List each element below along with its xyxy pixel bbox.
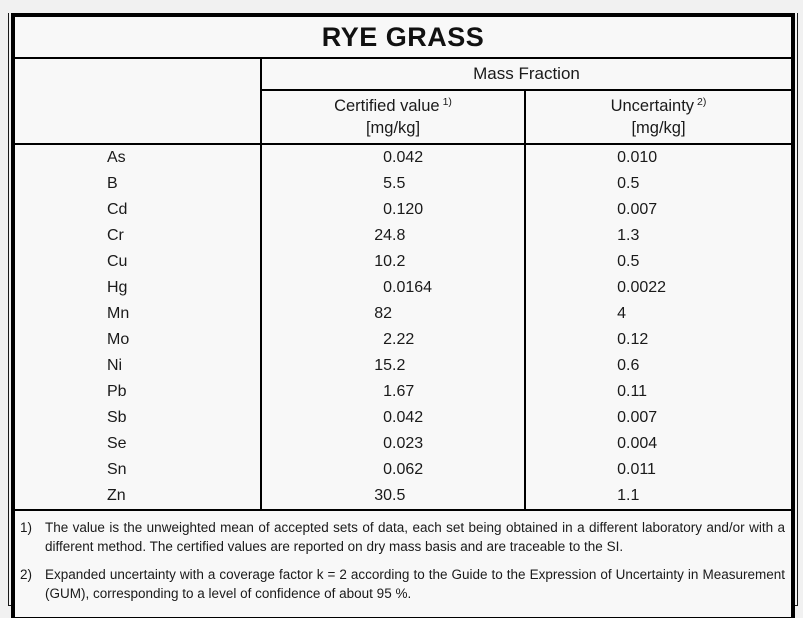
footnote-1: 1) The value is the unweighted mean of a… [20,518,786,556]
table-row: Mn 82 4 [13,301,793,327]
uncertainty-value: 1.1 [617,487,640,504]
uncertainty-unit: [mg/kg] [631,119,686,137]
element-symbol: Zn [13,483,262,510]
certified-value: 2.22 [261,327,526,353]
table-row: B 5.5 0.5 [13,171,793,197]
document-sheet: RYE GRASS Mass Fraction Certified value 1… [8,13,798,618]
element-symbol: Se [13,431,262,457]
certified-value: 15.2 [261,353,526,379]
element-symbol: B [13,171,262,197]
footnote-2-marker: 2) [20,567,33,583]
footnote-ref-1: 1) [442,95,452,108]
uncertainty-value: 0.5 [617,175,640,192]
element-symbol: Mn [13,301,262,327]
uncertainty-value: 0.007 [617,409,658,426]
certified-value-label: Certified value [334,97,440,115]
certified-value: 10.2 [261,249,526,275]
uncertainty-header: Uncertainty 2) [mg/kg] [525,90,793,145]
uncertainty-value: 0.5 [617,253,640,270]
table-row: Hg 0.0164 0.0022 [13,275,793,301]
uncertainty-value: 0.011 [617,461,656,478]
table-row: Cr 24.8 1.3 [13,223,793,249]
table-row: Cd 0.120 0.007 [13,197,793,223]
element-symbol: Sb [13,405,262,431]
element-symbol: Ni [13,353,262,379]
certified-value: 0.120 [261,197,526,223]
element-rows: As 0.042 0.010 B 5.5 0.5 Cd 0.120 0.007 Cr 24.8 1.3… [13,144,793,510]
uncertainty-value: 0.11 [617,383,648,400]
group-header-row: Mass Fraction [13,58,793,145]
page-title: RYE GRASS [13,15,793,59]
uncertainty-value: 0.0022 [617,279,667,296]
title-row: RYE GRASS [13,15,793,59]
element-symbol: Sn [13,457,262,483]
footnotes-row: 1) The value is the unweighted mean of a… [13,509,793,618]
certified-value: 24.8 [261,223,526,249]
table-row: Pb 1.67 0.11 [13,379,793,405]
element-symbol: Cd [13,197,262,223]
footnote-1-text: The value is the unweighted mean of acce… [45,520,785,555]
certified-value-unit: [mg/kg] [365,119,421,137]
element-symbol: As [13,144,262,171]
certified-value-header-line: Certified value 1) [262,95,524,117]
table-row: Se 0.023 0.004 [13,431,793,457]
certified-value: 0.042 [261,144,526,171]
uncertainty-value: 0.6 [617,357,640,374]
footnote-2: 2) Expanded uncertainty with a coverage … [20,565,786,603]
certified-value: 5.5 [261,171,526,197]
table-row: Sn 0.062 0.011 [13,457,793,483]
uncertainty-value: 4 [617,305,626,322]
element-symbol: Cu [13,249,262,275]
uncertainty-value: 0.007 [617,201,658,218]
certified-value: 0.023 [261,431,526,457]
column-header-row: Certified value 1) [mg/kg] Uncertainty 2) … [13,90,793,145]
certified-value-header: Certified value 1) [mg/kg] [261,90,526,145]
table-row: Ni 15.2 0.6 [13,353,793,379]
certified-value: 30.5 [261,483,526,510]
certified-value: 82 [261,301,526,327]
certified-value: 0.062 [261,457,526,483]
footnote-2-text: Expanded uncertainty with a coverage fac… [45,567,785,602]
uncertainty-label: Uncertainty [610,97,695,115]
table-row: Mo 2.22 0.12 [13,327,793,353]
footnote-ref-2: 2) [697,95,707,108]
element-symbol: Mo [13,327,262,353]
table-row: Cu 10.2 0.5 [13,249,793,275]
certified-value: 1.67 [261,379,526,405]
table-row: Sb 0.042 0.007 [13,405,793,431]
uncertainty-value: 0.004 [617,435,658,452]
certified-value: 0.0164 [261,275,526,301]
mass-fraction-header: Mass Fraction [261,58,793,91]
table-row: Zn 30.5 1.1 [13,483,793,510]
element-symbol: Pb [13,379,262,405]
uncertainty-value: 0.010 [617,149,658,166]
certificate-table: RYE GRASS Mass Fraction Certified value 1… [11,13,795,618]
uncertainty-header-line: Uncertainty 2) [526,95,791,117]
element-symbol: Cr [13,223,262,249]
element-symbol: Hg [13,275,262,301]
footnote-1-marker: 1) [20,520,33,535]
empty-corner-cell [13,58,262,145]
uncertainty-value: 1.3 [617,227,640,244]
certified-value: 0.042 [261,405,526,431]
table-row: As 0.042 0.010 [13,144,793,171]
footnotes-section: 1) The value is the unweighted mean of a… [13,509,793,618]
uncertainty-value: 0.12 [617,331,649,348]
